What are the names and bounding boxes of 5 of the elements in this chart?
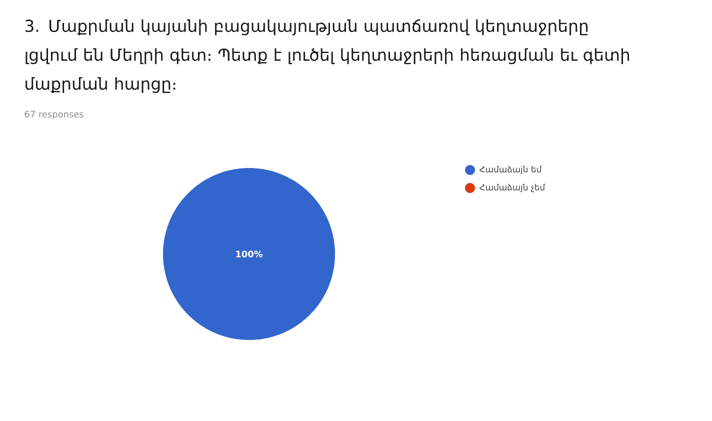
legend-label: Համաձայն չեմ <box>479 184 546 192</box>
legend-label: Համաձայն եմ <box>479 166 542 174</box>
data-label: 100% <box>236 250 263 258</box>
chart-title: 3. Մաքրման կայանի բացակայության պատճառով կեղտաջրերը լցվում են Մեղրի գետ։ Պետք է լուծել կեղտաջրերի հեռացման եւ գետի մաքրման հարցը։ <box>25 19 630 94</box>
text: 67 responses <box>24 110 84 120</box>
